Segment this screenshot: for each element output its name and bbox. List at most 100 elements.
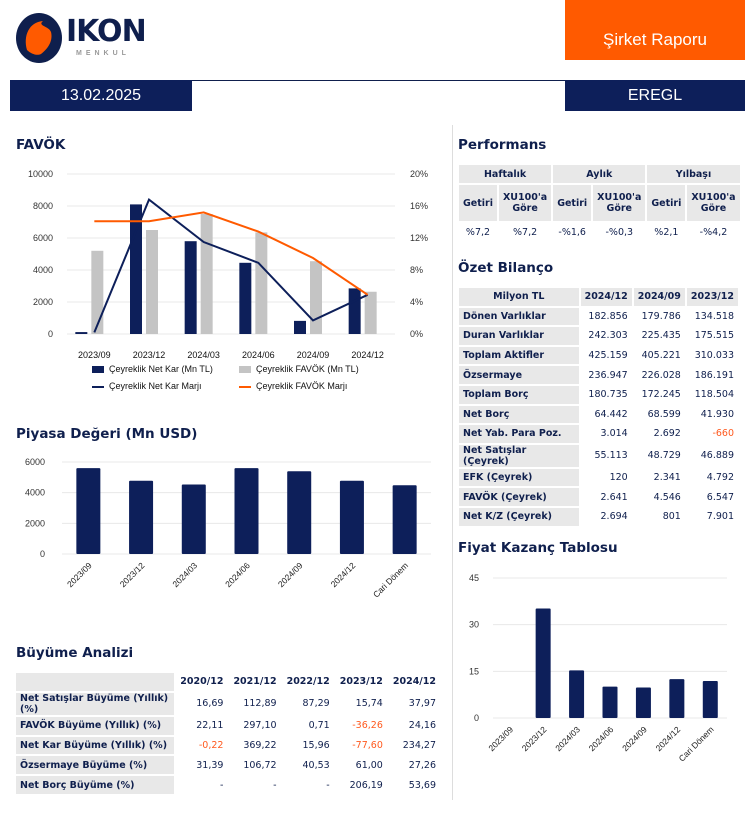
net-kar-bar — [294, 320, 306, 334]
y-tick-label: 2000 — [33, 297, 53, 307]
cell-value: 4.792 — [684, 466, 741, 489]
x-tick-label: 2024/06 — [587, 724, 616, 753]
table-row: Toplam Borç 180.735 172.245 118.504 — [457, 383, 741, 406]
cell-value: 2.692 — [631, 423, 687, 445]
cell-value: 61,00 — [333, 754, 389, 777]
x-tick-label: 2024/12 — [329, 560, 358, 589]
bar — [181, 484, 206, 554]
row-label: Net Yab. Para Poz. — [457, 423, 581, 445]
perf-value: %7,2 — [496, 221, 554, 243]
cell-value: 172.245 — [631, 383, 687, 406]
period-header: Yılbaşı — [645, 163, 742, 185]
cell-value: 236.947 — [578, 364, 634, 386]
cell-value: 186.191 — [684, 364, 741, 386]
y2-tick-label: 20% — [410, 169, 428, 179]
y-tick-label: 6000 — [33, 233, 53, 243]
legend-swatch — [239, 366, 251, 373]
net-kar-bar — [239, 262, 252, 334]
piyasa-title: Piyasa Değeri (Mn USD) — [16, 426, 198, 442]
cell-value: 24,16 — [386, 714, 443, 737]
cell-value: 106,72 — [227, 754, 283, 777]
cell-value: 310.033 — [684, 344, 741, 367]
cell-value: 206,19 — [333, 774, 389, 796]
cell-value: 6.547 — [684, 486, 741, 508]
cell-value: 112,89 — [227, 690, 283, 717]
piyasa-chart: 0 2000 4000 6000 2023/09 2023/12 2024/03 2024/0… — [25, 457, 431, 599]
row-label: Net Satışlar Büyüme (Yıllık) (%) — [13, 690, 177, 717]
net-kar-bar — [184, 241, 197, 334]
perf-value: -%4,2 — [685, 221, 742, 243]
performans-title: Performans — [458, 137, 547, 153]
legend-swatch — [92, 366, 104, 373]
cell-value: 234,27 — [386, 734, 443, 757]
x-tick-label: 2023/12 — [118, 560, 147, 589]
row-label: Toplam Borç — [457, 383, 581, 406]
favok-bar — [91, 250, 104, 334]
table-row: Dönen Varlıklar 182.856 179.786 134.518 — [457, 305, 741, 328]
cell-value: 22,11 — [174, 714, 230, 737]
cell-value: 53,69 — [386, 774, 443, 796]
column-divider — [452, 125, 453, 800]
report-type-banner: Şirket Raporu — [565, 0, 745, 60]
legend-label: Çeyreklik FAVÖK (Mn TL) — [256, 364, 359, 374]
table-row: Net Satışlar (Çeyrek) 55.113 48.729 46.889 — [457, 442, 741, 469]
cell-value: 37,97 — [386, 690, 443, 717]
row-label: Net Kar Büyüme (Yıllık) (%) — [13, 734, 177, 757]
cell-value: 4.546 — [631, 486, 687, 508]
row-label: Özsermaye Büyüme (%) — [13, 754, 177, 777]
row-label: Duran Varlıklar — [457, 325, 581, 347]
y-tick-label: 15 — [469, 666, 479, 676]
y2-tick-label: 4% — [410, 297, 423, 307]
period-header: Haftalık — [456, 163, 554, 185]
cell-value: 15,74 — [333, 690, 389, 717]
bar — [129, 480, 154, 554]
subheader: XU100'a Göre — [591, 183, 648, 223]
x-tick-label: 2023/09 — [65, 560, 94, 589]
cell-value: 242.303 — [578, 325, 634, 347]
subheader: Getiri — [645, 183, 688, 223]
bar — [602, 686, 618, 718]
cell-value: 175.515 — [684, 325, 741, 347]
cell-value: 2.694 — [578, 505, 634, 528]
favok-bar — [146, 230, 158, 334]
logo — [15, 12, 65, 69]
subheader: XU100'a Göre — [496, 183, 554, 223]
cell-value: 118.504 — [684, 383, 741, 406]
subheader: XU100'a Göre — [685, 183, 742, 223]
cell-value: 120 — [578, 466, 634, 489]
cell-value: 31,39 — [174, 754, 230, 777]
y-tick-label: 6000 — [25, 457, 45, 467]
x-tick-label: 2023/09 — [78, 350, 111, 360]
favok-bar — [255, 232, 268, 334]
table-row: EFK (Çeyrek) 120 2.341 4.792 — [457, 466, 741, 489]
cell-value: 2.641 — [578, 486, 634, 508]
perf-value: -%1,6 — [551, 221, 594, 243]
row-label: Net K/Z (Çeyrek) — [457, 505, 581, 528]
cell-value: 64.442 — [578, 403, 634, 426]
favok-bar — [310, 261, 322, 334]
row-label: Net Satışlar (Çeyrek) — [457, 442, 581, 469]
row-label: FAVÖK Büyüme (Yıllık) (%) — [13, 714, 177, 737]
buyume-col-header: 2020/12 — [174, 671, 230, 693]
bar — [392, 485, 417, 554]
lion-logo-icon — [16, 13, 62, 63]
cell-value: 801 — [631, 505, 687, 528]
y-tick-label: 0 — [474, 713, 479, 723]
y2-tick-label: 0% — [410, 329, 423, 339]
fk-title: Fiyat Kazanç Tablosu — [458, 540, 618, 556]
row-label: EFK (Çeyrek) — [457, 466, 581, 489]
bilanco-title: Özet Bilanço — [458, 260, 554, 276]
cell-value: 297,10 — [227, 714, 283, 737]
bilanco-col-header: 2024/12 — [578, 286, 634, 308]
cell-value: 179.786 — [631, 305, 687, 328]
subheader: Getiri — [551, 183, 594, 223]
y-tick-label: 10000 — [28, 169, 53, 179]
cell-value: 405.221 — [631, 344, 687, 367]
corner — [13, 671, 177, 693]
y-tick-label: 0 — [48, 329, 53, 339]
y2-tick-label: 12% — [410, 233, 428, 243]
buyume-col-header: 2023/12 — [333, 671, 389, 693]
bar — [76, 468, 101, 554]
x-tick-label: 2024/03 — [553, 724, 582, 753]
buyume-table: 2020/12 2021/12 2022/12 2023/12 2024/12 Net S… — [13, 671, 443, 796]
